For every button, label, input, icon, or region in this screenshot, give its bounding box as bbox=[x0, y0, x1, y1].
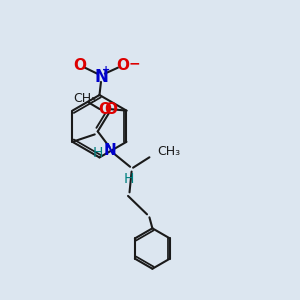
Text: N: N bbox=[94, 68, 108, 85]
Text: +: + bbox=[102, 65, 110, 75]
Text: N: N bbox=[104, 143, 117, 158]
Text: H: H bbox=[92, 146, 103, 160]
Text: CH₃: CH₃ bbox=[158, 146, 181, 158]
Text: H: H bbox=[124, 172, 134, 186]
Text: CH₃: CH₃ bbox=[73, 92, 97, 105]
Text: O: O bbox=[73, 58, 86, 73]
Text: O: O bbox=[117, 58, 130, 73]
Text: O: O bbox=[99, 102, 112, 117]
Text: O: O bbox=[104, 102, 117, 117]
Text: −: − bbox=[129, 57, 140, 71]
